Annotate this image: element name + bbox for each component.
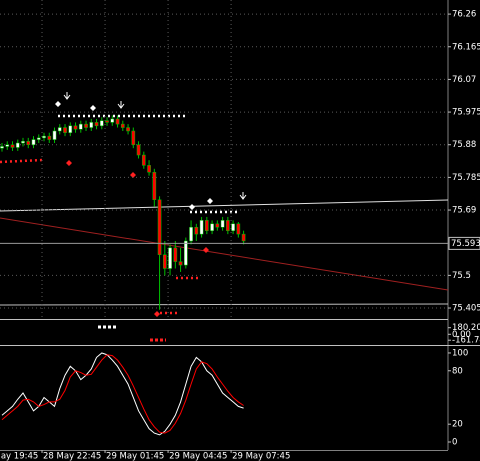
y-tick-label: 180.203 (452, 323, 480, 333)
y-tick-label: 75.69 (452, 206, 476, 216)
candle-body (36, 137, 41, 140)
candle-body (189, 226, 193, 242)
y-tick-label: 0.00 (452, 330, 471, 340)
candle-body (231, 223, 235, 231)
candle-body (241, 233, 246, 242)
candle-body (178, 261, 183, 266)
y-tick-label: 75.88 (452, 140, 476, 150)
candle-body (115, 118, 120, 125)
candle-body (136, 144, 141, 156)
candle-body (162, 254, 167, 269)
x-tick-label: 28 May 19:45 (0, 452, 38, 461)
oscillator-line (1, 354, 244, 434)
x-tick-label: 29 May 01:45 (106, 452, 164, 461)
candle-body (147, 165, 151, 173)
candle-body (84, 123, 88, 128)
candle-body (26, 141, 31, 145)
candle-body (31, 139, 36, 145)
x-tick-label: 29 May 04:45 (169, 452, 227, 461)
candle-body (57, 127, 62, 132)
candle-body (73, 125, 78, 130)
candle-body (141, 154, 146, 166)
candle-body (21, 141, 25, 144)
candle-body (173, 247, 178, 262)
candle-body (78, 123, 83, 130)
candle-body (15, 142, 20, 148)
x-tick-label: 29 May 07:45 (232, 452, 290, 461)
candle-body (215, 223, 220, 228)
candle-body (226, 220, 230, 231)
y-tick-label: -161.74 (452, 336, 480, 346)
y-tick-label: 76.165 (452, 42, 480, 52)
candle-body (105, 120, 109, 123)
y-tick-label: 76.07 (452, 75, 476, 85)
y-tick-label: 75.785 (452, 173, 480, 183)
candle-body (0, 146, 4, 149)
trend-line (0, 199, 449, 212)
candle-body (110, 118, 115, 123)
candle-body (63, 127, 67, 133)
candle-body (236, 223, 241, 235)
candle-body (205, 220, 209, 231)
candle-body (47, 135, 52, 140)
candle-body (183, 240, 188, 266)
y-tick-label: 20 (452, 420, 463, 430)
candle-body (157, 199, 162, 255)
y-tick-label: 75.405 (452, 304, 480, 314)
y-tick-label: 75.975 (452, 108, 480, 118)
y-tick-label: 75.5 (452, 271, 471, 281)
fractal-dots (0, 158, 43, 164)
candle-body (5, 144, 10, 147)
candle-body (99, 120, 104, 127)
y-tick-label: 0 (452, 437, 457, 447)
candle-body (120, 123, 125, 128)
candle-body (131, 130, 136, 145)
oscillator-line (1, 352, 244, 436)
candle-body (126, 127, 130, 132)
candle-body (52, 130, 57, 140)
y-tick-label: 80 (452, 366, 463, 376)
candle-body (152, 171, 157, 200)
horizontal-line (0, 303, 449, 306)
candle-body (10, 144, 15, 148)
candle-body (194, 226, 199, 235)
candle-body (68, 125, 73, 133)
last-price-label: 75.593 (451, 239, 480, 249)
candle-body (89, 122, 94, 128)
fractal-arrows (63, 92, 247, 200)
last-price-box (448, 236, 480, 250)
candle-body (42, 135, 46, 139)
y-tick-label: 100 (452, 348, 468, 358)
y-tick-label: 76.26 (452, 10, 476, 20)
candle-body (199, 220, 204, 235)
trend-line (0, 217, 449, 291)
x-tick-label: 28 May 22:45 (43, 452, 101, 461)
candle-body (168, 247, 172, 269)
candle-body (220, 220, 225, 228)
candle-body (94, 122, 99, 127)
candle-body (210, 223, 214, 231)
